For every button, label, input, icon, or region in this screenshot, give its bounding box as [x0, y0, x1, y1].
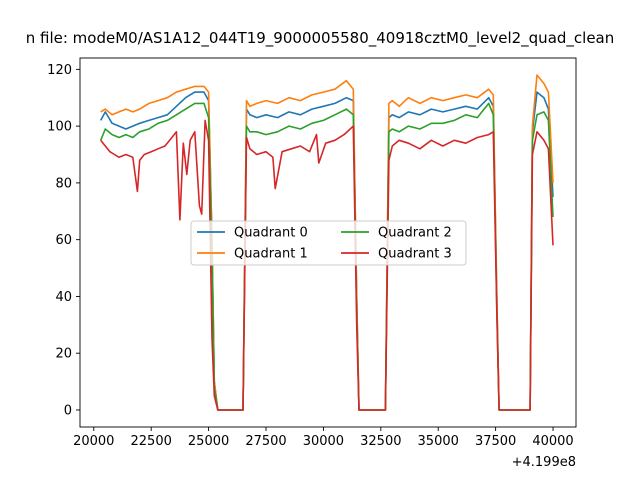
- legend-label: Quadrant 0: [234, 226, 308, 241]
- y-tick-label: 60: [55, 233, 72, 248]
- x-tick-label: 37500: [475, 434, 516, 449]
- y-tick-label: 40: [55, 290, 72, 305]
- x-tick-label: 22500: [131, 434, 172, 449]
- legend-label: Quadrant 3: [378, 247, 452, 262]
- legend-label: Quadrant 1: [234, 247, 308, 262]
- legend: Quadrant 0 Quadrant 1 Quadrant 2 Quadrant 3: [190, 220, 467, 266]
- series-line-quadrant-3: [100, 119, 554, 411]
- x-offset-label: +4.199e8: [512, 455, 576, 470]
- series-line-quadrant-2: [99, 102, 554, 411]
- x-tick-label: 40000: [532, 434, 573, 449]
- x-tick-label: 30000: [303, 434, 344, 449]
- x-tick-label: 32500: [360, 434, 401, 449]
- axes-frame: [79, 57, 577, 428]
- y-tick-label: 120: [47, 63, 72, 78]
- y-tick-label: 0: [64, 403, 72, 418]
- plot-area: [99, 74, 554, 411]
- legend-label: Quadrant 2: [378, 226, 452, 241]
- x-tick-label: 25000: [188, 434, 229, 449]
- series-line-quadrant-1: [100, 74, 554, 411]
- chart-title: n file: modeM0/AS1A12_044T19_9000005580_…: [26, 29, 615, 48]
- x-tick-label: 35000: [418, 434, 459, 449]
- axes: 20000 22500 25000 27500 30000 32500 35000 37500…: [47, 57, 577, 449]
- legend-box: [190, 220, 467, 266]
- x-tick-label: 20000: [73, 434, 114, 449]
- y-tick-label: 80: [55, 176, 72, 191]
- y-tick-label: 100: [47, 120, 72, 135]
- x-tick-label: 27500: [245, 434, 286, 449]
- y-tick-label: 20: [55, 347, 72, 362]
